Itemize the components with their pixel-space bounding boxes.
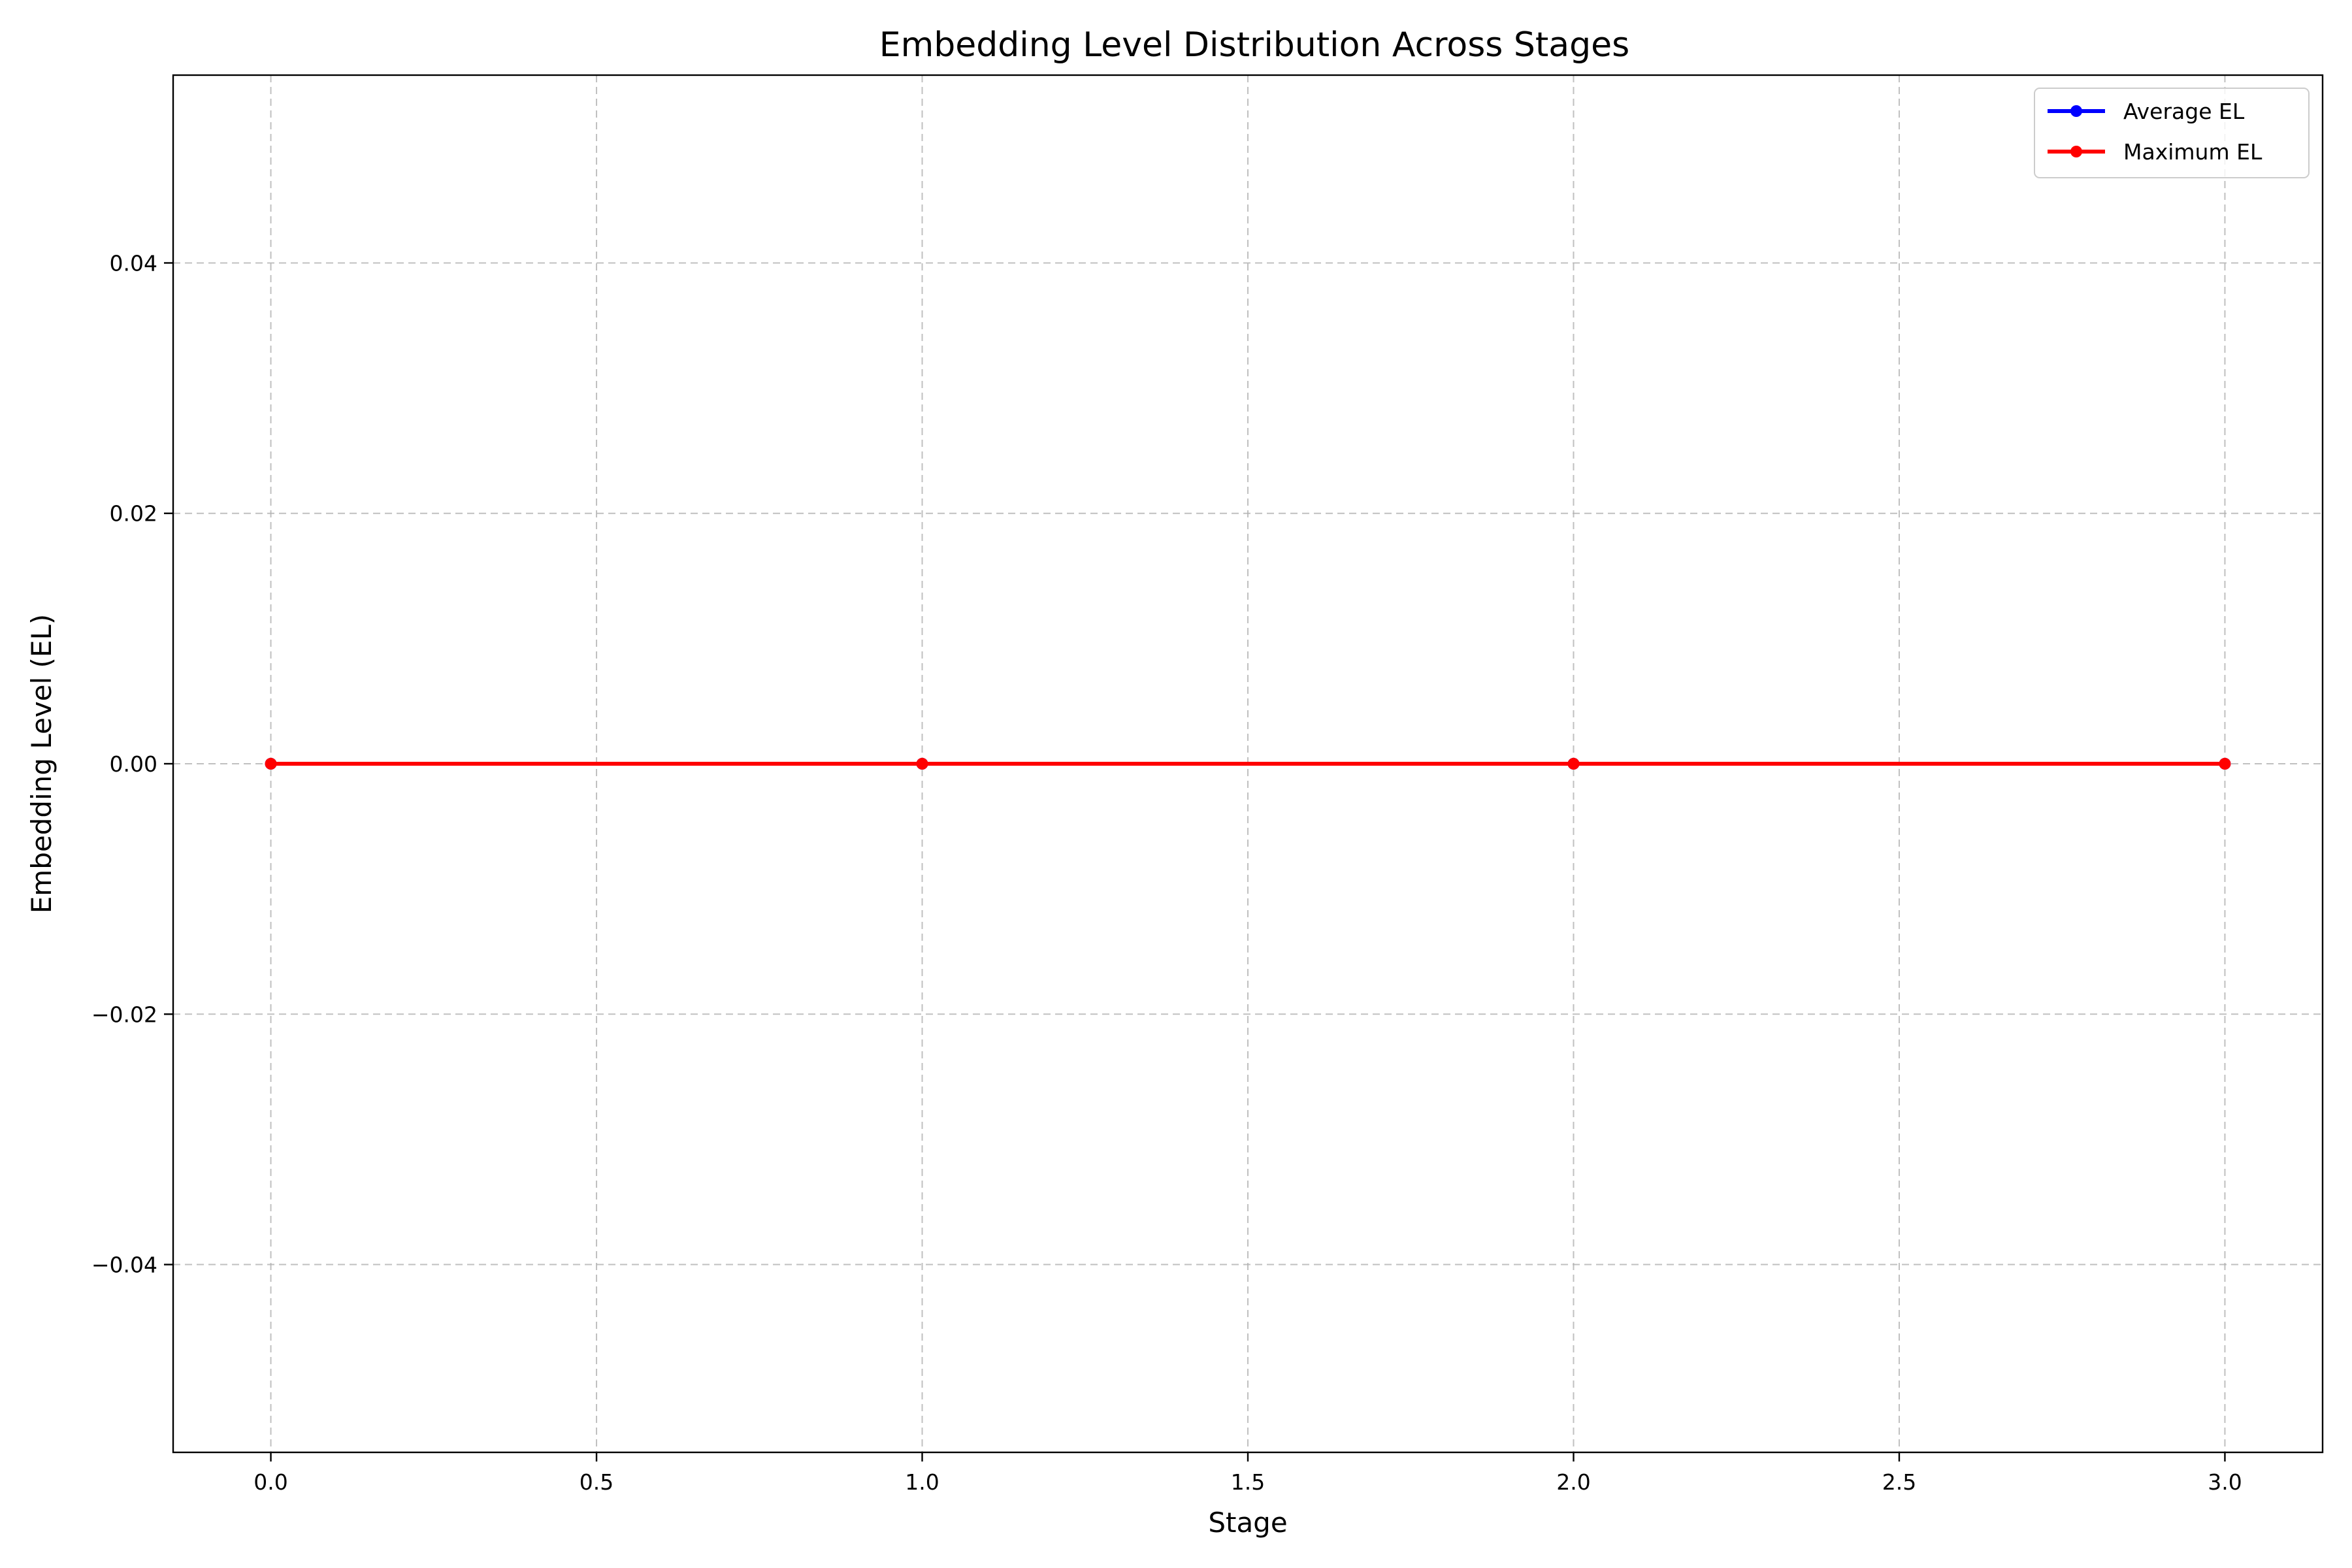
legend-marker-average-el [2070, 105, 2082, 117]
data-point-maximum-el [265, 758, 277, 770]
data-point-maximum-el [916, 758, 928, 770]
data-point-maximum-el [1567, 758, 1580, 770]
y-tick-label: 0.00 [110, 751, 157, 777]
x-axis-label: Stage [1208, 1507, 1287, 1539]
legend: Average EL Maximum EL [2034, 88, 2310, 178]
legend-marker-maximum-el [2070, 146, 2082, 157]
x-tick-label: 0.5 [580, 1469, 613, 1495]
y-tick-label: −0.04 [91, 1252, 157, 1278]
x-tick-label: 2.5 [1882, 1469, 1916, 1495]
y-tick-label: 0.02 [110, 501, 157, 527]
legend-label-average-el: Average EL [2123, 99, 2245, 124]
y-tick-label: −0.02 [91, 1002, 157, 1027]
x-tick-label: 1.5 [1231, 1469, 1265, 1495]
series-layer [265, 758, 2231, 770]
legend-label-maximum-el: Maximum EL [2123, 139, 2262, 165]
chart-title: Embedding Level Distribution Across Stag… [879, 25, 1630, 65]
x-tick-label: 1.0 [905, 1469, 939, 1495]
x-tick-label: 0.0 [253, 1469, 287, 1495]
y-axis-label: Embedding Level (EL) [25, 614, 57, 914]
axis-ticks: 0.0 0.5 1.0 1.5 2.0 2.5 3.0 −0.04 −0.02 0.00 0.02 0… [91, 250, 2242, 1495]
x-tick-label: 3.0 [2208, 1469, 2242, 1495]
y-tick-label: 0.04 [110, 250, 157, 276]
x-tick-label: 2.0 [1556, 1469, 1590, 1495]
data-point-maximum-el [2219, 758, 2231, 770]
